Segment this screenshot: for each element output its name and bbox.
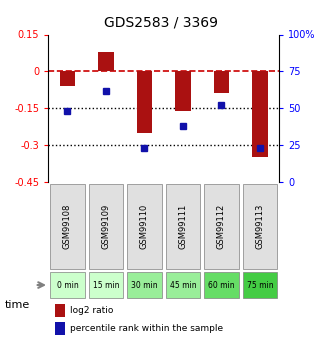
Text: GSM99112: GSM99112 [217,204,226,249]
Text: GSM99110: GSM99110 [140,204,149,249]
Bar [214,71,229,93]
Text: 30 min: 30 min [131,280,158,289]
Bar [252,71,268,157]
FancyBboxPatch shape [166,184,200,268]
Text: GSM99113: GSM99113 [256,204,265,249]
FancyBboxPatch shape [50,272,85,298]
Text: 60 min: 60 min [208,280,235,289]
Bar [55,304,65,317]
Text: 15 min: 15 min [93,280,119,289]
FancyBboxPatch shape [127,184,162,268]
Text: 45 min: 45 min [170,280,196,289]
Text: time: time [5,300,30,310]
FancyBboxPatch shape [89,184,123,268]
FancyBboxPatch shape [243,272,277,298]
Bar [98,52,114,71]
FancyBboxPatch shape [89,272,123,298]
FancyBboxPatch shape [166,272,200,298]
Text: 75 min: 75 min [247,280,273,289]
Bar [60,71,75,86]
Bar [175,71,191,111]
Text: GSM99109: GSM99109 [101,204,110,249]
Text: GSM99111: GSM99111 [178,204,187,249]
Text: log2 ratio: log2 ratio [70,306,114,315]
FancyBboxPatch shape [243,184,277,268]
FancyBboxPatch shape [50,184,85,268]
Text: 0 min: 0 min [56,280,78,289]
FancyBboxPatch shape [127,272,162,298]
Bar [137,71,152,133]
Bar [55,322,65,335]
Text: GSM99108: GSM99108 [63,204,72,249]
Text: percentile rank within the sample: percentile rank within the sample [70,324,223,333]
FancyBboxPatch shape [204,272,239,298]
FancyBboxPatch shape [204,184,239,268]
Text: GDS2583 / 3369: GDS2583 / 3369 [103,16,218,29]
